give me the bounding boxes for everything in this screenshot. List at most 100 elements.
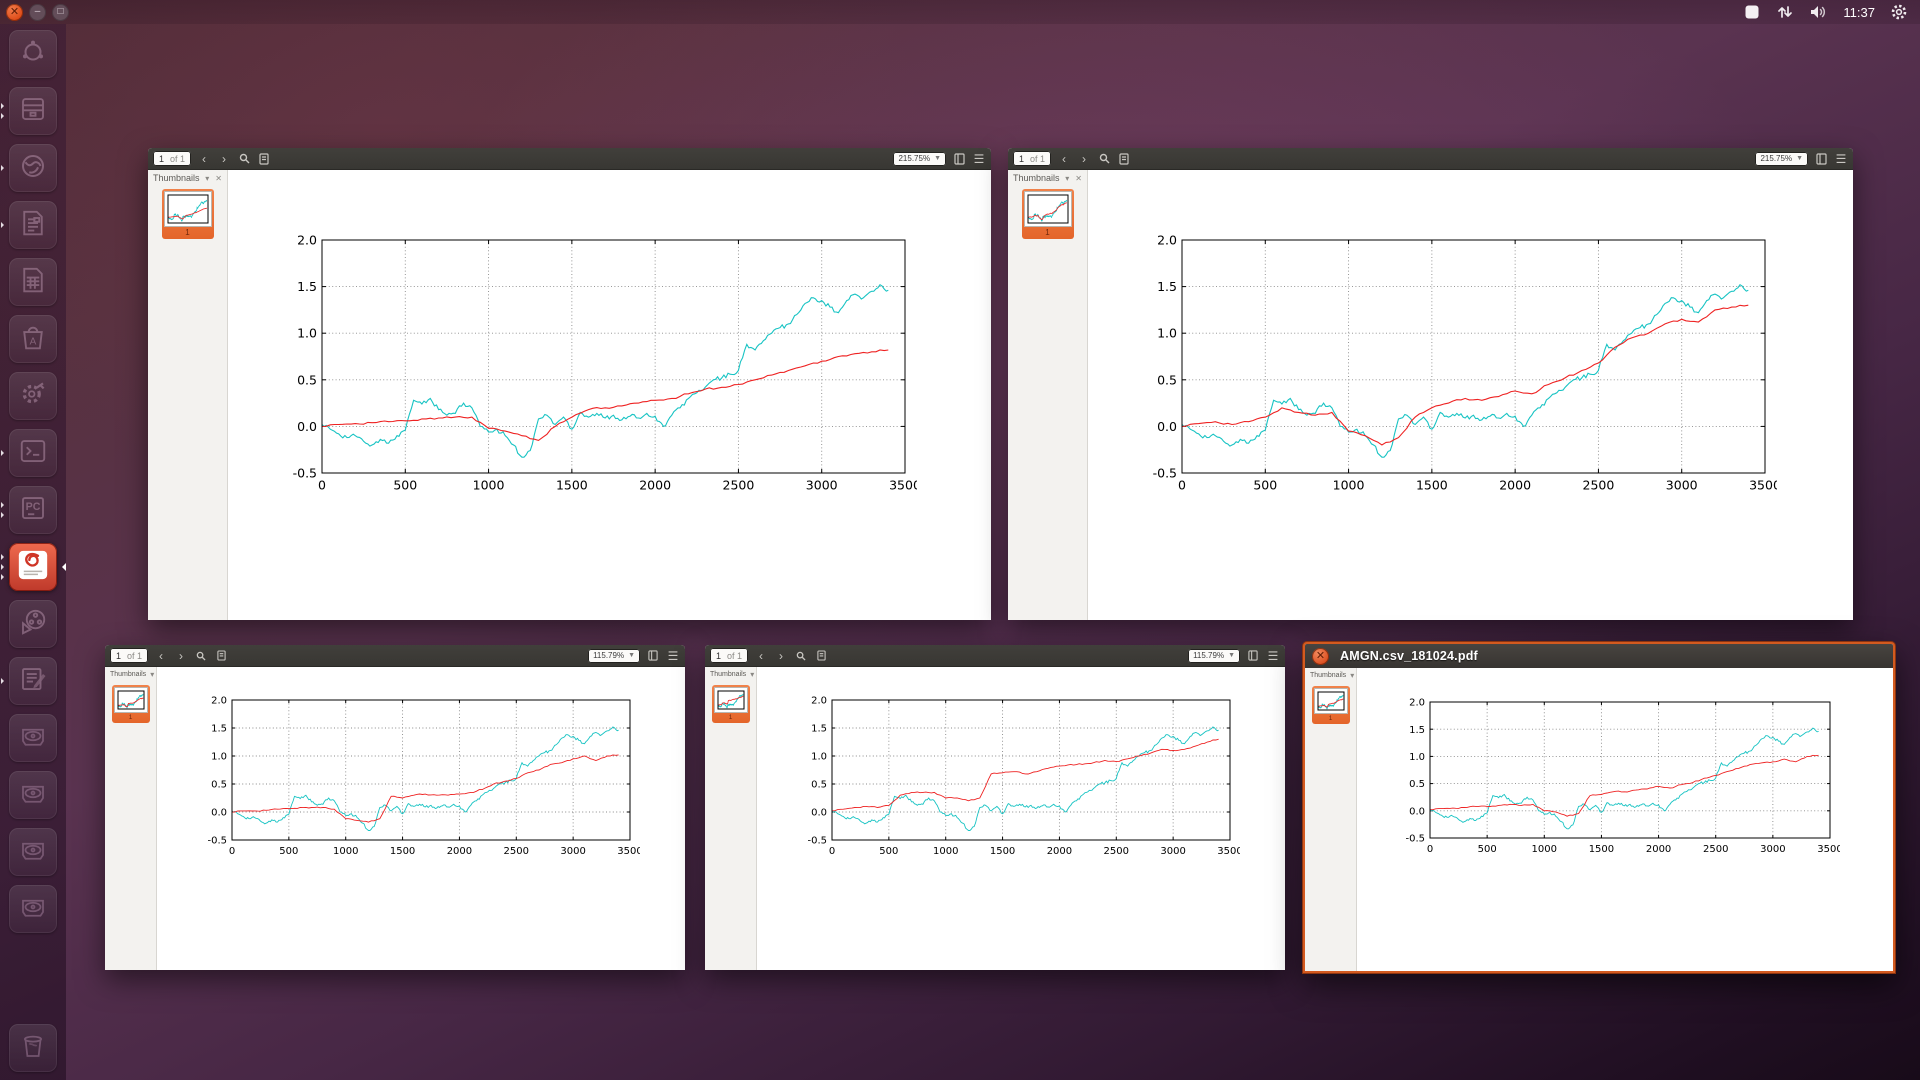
thumbnails-sidebar: Thumbnails ▾ ✕ 1: [705, 667, 767, 970]
previous-page-button[interactable]: ‹: [1062, 151, 1067, 166]
evince-window-1[interactable]: 1 of 1 ‹ › 215.75% ▼ ☰ Thumbnails: [148, 148, 991, 620]
svg-text:2.0: 2.0: [811, 696, 827, 707]
chevron-down-icon[interactable]: ▾: [1350, 671, 1355, 680]
launcher-item-terminal[interactable]: [1, 429, 57, 477]
launcher-item-openshot[interactable]: [9, 600, 57, 648]
side-pane-icon[interactable]: [952, 152, 966, 165]
launcher-item-dash[interactable]: [9, 30, 57, 78]
page-thumbnail[interactable]: 1: [711, 685, 750, 723]
sidebar-header-label[interactable]: Thumbnails: [710, 671, 747, 678]
launcher-item-disk[interactable]: [9, 771, 57, 819]
launcher-item-software[interactable]: A: [9, 315, 57, 363]
chevron-down-icon[interactable]: ▾: [150, 670, 155, 679]
menu-icon[interactable]: ☰: [973, 151, 985, 166]
next-page-button[interactable]: ›: [179, 648, 184, 663]
svg-text:2000: 2000: [1646, 844, 1671, 855]
menu-icon[interactable]: ☰: [1267, 648, 1279, 663]
zoom-level-select[interactable]: 115.79% ▼: [588, 648, 640, 663]
svg-text:1500: 1500: [990, 846, 1015, 857]
dash-icon: [18, 37, 48, 72]
annotate-icon[interactable]: [814, 650, 828, 661]
svg-text:0.5: 0.5: [211, 780, 227, 791]
svg-text:0.0: 0.0: [811, 808, 827, 819]
launcher-item-evince[interactable]: [1, 543, 66, 591]
launcher-item-firefox[interactable]: [1, 144, 57, 192]
next-page-button[interactable]: ›: [779, 648, 784, 663]
disk-icon: [18, 721, 48, 756]
evince-window-4[interactable]: 1 of 1 ‹ › 115.79% ▼ ☰ Thumbnails: [705, 645, 1285, 970]
next-page-button[interactable]: ›: [1082, 151, 1087, 166]
svg-text:3000: 3000: [806, 478, 838, 493]
previous-page-button[interactable]: ‹: [759, 648, 764, 663]
chevron-down-icon[interactable]: ▾: [205, 173, 210, 183]
sidebar-close-icon[interactable]: ✕: [215, 173, 222, 183]
launcher-item-pycharm[interactable]: PC: [1, 486, 57, 534]
page-number-input[interactable]: 1 of 1: [110, 648, 149, 663]
page-number-input[interactable]: 1 of 1: [1013, 151, 1052, 166]
chevron-down-icon[interactable]: ▾: [750, 670, 755, 679]
sidebar-header-label[interactable]: Thumbnails: [110, 671, 147, 678]
evince-window-3[interactable]: 1 of 1 ‹ › 115.79% ▼ ☰ Thumbnails: [105, 645, 685, 970]
side-pane-icon[interactable]: [1246, 650, 1260, 661]
zoom-level-select[interactable]: 215.75% ▼: [893, 151, 946, 166]
evince-window-2[interactable]: 1 of 1 ‹ › 215.75% ▼ ☰ Thumbnails: [1008, 148, 1853, 620]
evince-window-active[interactable]: ✕ AMGN.csv_181024.pdf Thumbnails ▾ ✕ 1 0…: [1303, 642, 1895, 973]
sidebar-header-label[interactable]: Thumbnails: [1013, 173, 1060, 183]
launcher-item-trash[interactable]: [9, 1024, 57, 1072]
search-icon[interactable]: [194, 651, 208, 661]
menu-icon[interactable]: ☰: [1835, 151, 1847, 166]
minimize-button[interactable]: –: [29, 3, 46, 21]
next-page-button[interactable]: ›: [222, 151, 227, 166]
clock[interactable]: 11:37: [1843, 4, 1875, 20]
previous-page-button[interactable]: ‹: [202, 151, 207, 166]
gedit-icon: [18, 664, 48, 699]
svg-text:3000: 3000: [1160, 846, 1185, 857]
page-number[interactable]: 1: [159, 153, 165, 164]
svg-text:2000: 2000: [1047, 846, 1072, 857]
svg-text:1.0: 1.0: [1409, 752, 1425, 763]
search-icon[interactable]: [794, 651, 808, 661]
volume-indicator-icon[interactable]: [1809, 4, 1828, 20]
square-indicator-icon[interactable]: [1743, 3, 1761, 21]
side-pane-icon[interactable]: [646, 650, 660, 661]
launcher-item-files[interactable]: [1, 87, 57, 135]
annotate-icon[interactable]: [257, 152, 271, 165]
search-icon[interactable]: [237, 153, 251, 164]
launcher-item-disk[interactable]: [9, 828, 57, 876]
sidebar-close-icon[interactable]: ✕: [1075, 173, 1082, 183]
svg-text:1.0: 1.0: [211, 752, 227, 763]
session-gear-icon[interactable]: [1890, 3, 1908, 21]
sidebar-header-label[interactable]: Thumbnails: [153, 173, 200, 183]
page-thumbnail[interactable]: 1: [1311, 686, 1350, 724]
search-icon[interactable]: [1097, 153, 1111, 164]
svg-text:1.0: 1.0: [297, 326, 317, 341]
page-thumbnail[interactable]: 1: [161, 189, 214, 239]
page-thumbnail[interactable]: 1: [111, 685, 150, 723]
titlebar[interactable]: ✕ AMGN.csv_181024.pdf: [1305, 644, 1893, 668]
menu-icon[interactable]: ☰: [667, 648, 679, 663]
svg-text:A: A: [30, 336, 37, 347]
zoom-level-select[interactable]: 115.79% ▼: [1188, 648, 1240, 663]
side-pane-icon[interactable]: [1814, 152, 1828, 165]
svg-text:2500: 2500: [723, 478, 755, 493]
maximize-button[interactable]: □: [52, 3, 69, 21]
annotate-icon[interactable]: [1117, 152, 1131, 165]
launcher-item-calc[interactable]: [9, 258, 57, 306]
network-indicator-icon[interactable]: [1776, 4, 1794, 20]
launcher-item-disk[interactable]: [9, 714, 57, 762]
svg-text:1.0: 1.0: [1157, 326, 1177, 341]
close-button[interactable]: ✕: [6, 3, 23, 21]
chevron-down-icon[interactable]: ▾: [1065, 173, 1070, 183]
launcher-item-writer[interactable]: [1, 201, 57, 249]
previous-page-button[interactable]: ‹: [159, 648, 164, 663]
page-number-input[interactable]: 1 of 1: [710, 648, 749, 663]
sidebar-header-label[interactable]: Thumbnails: [1310, 672, 1347, 679]
page-number-input[interactable]: 1 of 1: [153, 151, 192, 166]
launcher-item-gedit[interactable]: [1, 657, 57, 705]
window-close-icon[interactable]: ✕: [1312, 647, 1329, 665]
page-thumbnail[interactable]: 1: [1021, 189, 1074, 239]
zoom-level-select[interactable]: 215.75% ▼: [1755, 151, 1808, 166]
launcher-item-settings[interactable]: [9, 372, 57, 420]
annotate-icon[interactable]: [214, 650, 228, 661]
launcher-item-disk[interactable]: [9, 885, 57, 933]
